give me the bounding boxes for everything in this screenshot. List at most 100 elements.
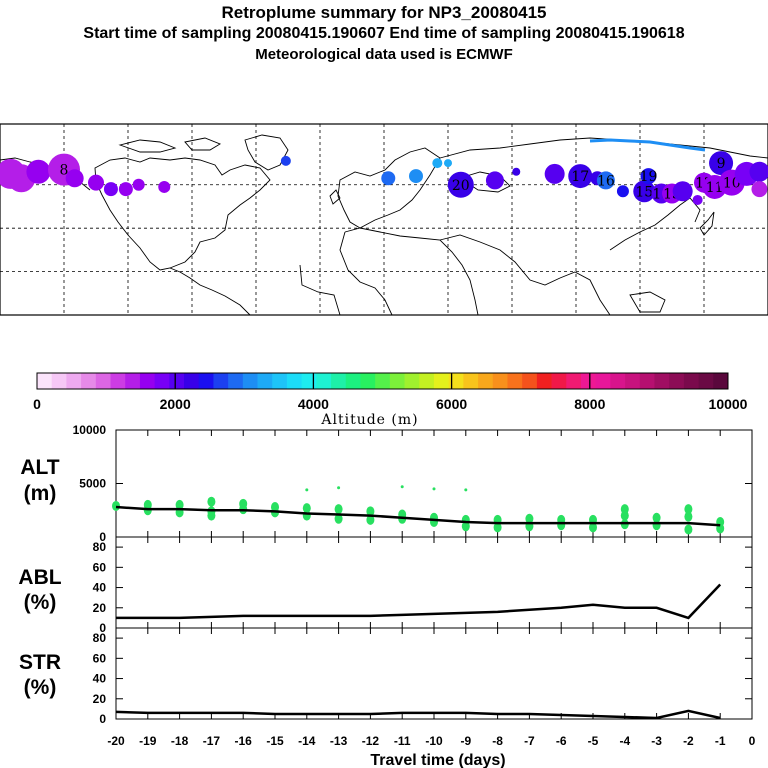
plume-point [103,182,118,197]
colorbar-tick-label: 0 [33,396,41,412]
plume-point [132,178,145,191]
colorbar-frame [36,372,729,390]
colorbar-cell [639,373,655,389]
x-tick-label: -7 [524,734,535,748]
colorbar-cell [478,373,494,389]
y-tick-label: 20 [93,601,107,615]
colorbar-cell [419,373,435,389]
y-tick-label: 0 [99,621,106,635]
alt-scatter-point [589,522,597,533]
plume-point [544,163,565,184]
y-tick-label: 20 [93,692,107,706]
x-tick-label: -11 [394,734,411,748]
colorbar-cell [389,373,405,389]
alt-scatter-point [337,486,341,490]
alt-scatter-point [464,488,468,492]
plume-point [709,151,734,176]
central-america-outline [169,267,251,316]
colorbar-cell [95,373,111,389]
plume-point [280,155,291,166]
x-tick-label: -8 [492,734,503,748]
japan-outline [699,211,715,236]
str-panel: STR (%) 80 60 40 20 0 [19,627,753,726]
colorbar-cell [669,373,685,389]
y-tick-label: 40 [93,581,107,595]
plume-day-label: 20 [452,178,470,194]
x-tick-label: -10 [425,734,443,748]
x-tick-label: -19 [139,734,157,748]
y-tick-label: 80 [93,631,107,645]
x-tick-label: -12 [362,734,380,748]
alt-median-line [115,505,721,527]
colorbar-cell [566,373,582,389]
alt-scatter-point [366,514,375,525]
alt-scatter-point [684,511,693,522]
alt-scatter-point [620,504,629,515]
maritime-islands [629,291,666,313]
plume-day-label: 19 [640,169,658,185]
abl-panel: ABL (%) 80 60 40 20 0 [18,536,753,635]
colorbar-cell [37,373,53,389]
chart-title: Retroplume summary for NP3_20080415 [221,3,547,22]
plume-point [447,171,474,198]
colorbar-cell [610,373,626,389]
colorbar-cell [698,373,714,389]
colorbar-cell [580,373,597,389]
colorbar-cell [51,373,67,389]
alt-axis-label: ALT [20,456,59,479]
colorbar-cell [154,373,170,389]
plume-point [409,169,423,184]
colorbar-cell [228,373,244,389]
altitude-colorbar: 0 2000 4000 6000 8000 10000 Altitude (m) [33,372,748,428]
arctic-islands [118,139,177,153]
colorbar-cell [595,373,611,389]
plume-point [568,164,593,189]
colorbar-cell [125,373,141,389]
africa-west-coast [339,231,393,316]
colorbar-cell [286,373,303,389]
colorbar-cell [81,373,97,389]
plume-point [596,171,615,190]
europe-outline [337,147,441,229]
plume-point [751,181,768,198]
colorbar-cell [242,373,258,389]
colorbar-tick-label: 2000 [160,396,191,412]
baffin-island [184,137,222,151]
colorbar-cell [522,373,538,389]
sampling-times: Start time of sampling 20080415.190607 E… [83,25,685,42]
caspian-region [458,171,511,193]
alt-scatter-point [652,512,661,523]
plume-point [692,194,703,205]
abl-axis-label: ABL [18,566,61,589]
alt-scatter-point [305,488,309,492]
alt-scatter-point [112,500,120,511]
colorbar-cell [404,373,420,389]
colorbar-cell [272,373,288,389]
colorbar-cell [184,373,200,389]
plume-point [512,167,521,176]
alt-scatter-point [334,513,343,524]
plume-day-label: 15 [635,184,653,200]
colorbar-cell [316,373,332,389]
colorbar-cell [448,373,464,389]
plume-point [633,180,656,203]
alt-scatter-point [239,498,248,509]
x-tick-label: -15 [266,734,284,748]
x-tick-label: -18 [171,734,189,748]
y-tick-label: 5000 [79,477,106,491]
alt-scatter-point [684,524,693,535]
colorbar-cell [198,373,214,389]
str-panel-frame [115,627,753,720]
colorbar-cell [507,373,523,389]
plume-day-label: 16 [597,173,615,189]
plume-point [672,181,693,202]
x-tick-label: -6 [556,734,567,748]
colorbar-cell [169,373,185,389]
alt-panel: ALT (m) 10000 5000 0 [20,423,753,544]
x-tick-label: 0 [749,734,756,748]
colorbar-cell [345,373,361,389]
alt-scatter-point [143,499,152,510]
colorbar-cell [110,373,126,389]
colorbar-cell [492,373,508,389]
x-tick-label: -14 [298,734,316,748]
